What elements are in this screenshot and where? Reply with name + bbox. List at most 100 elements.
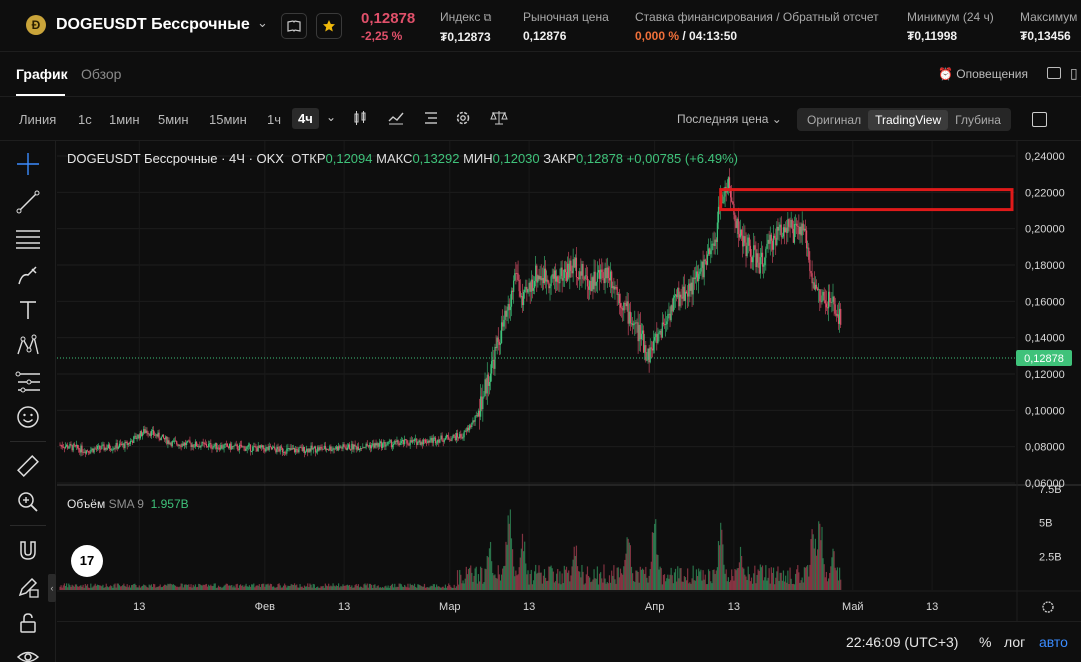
candle-body [416,438,418,446]
alerts-button[interactable]: ⏰ Оповещения [938,67,1028,81]
candle-type-icon[interactable] [352,110,368,129]
text-icon[interactable] [14,296,42,324]
volume-bar [91,587,93,590]
candle-body [492,359,494,362]
horizontal-lines-icon[interactable] [14,224,42,252]
candle-body [766,243,768,249]
scales-icon[interactable] [490,110,508,129]
timeframe-1m[interactable]: 1мин [109,112,140,127]
volume-bar [342,584,344,590]
volume-bar [157,586,159,590]
volume-bar [243,586,245,590]
timeframe-4h[interactable]: 4ч [292,108,319,129]
emoji-icon[interactable] [14,403,42,431]
chevron-down-icon[interactable]: ⌄ [257,15,268,30]
tradingview-logo-icon[interactable]: 17 [71,545,103,577]
volume-bar [562,583,564,590]
percent-scale-toggle[interactable]: % [979,634,992,650]
volume-bar [253,583,255,590]
clock-time[interactable]: 22:46:09 (UTC+3) [846,634,959,650]
volume-bar [527,570,529,590]
chart-area[interactable]: 0,24000 0,22000 0,20000 0,18000 0,16000 0,140… [57,141,1081,621]
ruler-icon[interactable] [14,452,42,480]
funding-rate-label[interactable]: Ставка финансирования / Обратный отсчет [635,10,879,24]
lock-icon[interactable] [14,609,42,637]
zoom-in-icon[interactable] [14,488,42,516]
volume-bar [101,586,103,590]
gear-icon[interactable] [455,110,471,129]
timeframe-5m[interactable]: 5мин [158,112,189,127]
candle-body [467,427,470,431]
layout-grid-icon[interactable]: ▯ [1070,65,1078,81]
pattern-icon[interactable] [14,332,42,360]
candle-body [184,442,187,445]
collapse-sidebar-icon[interactable]: ‹ [48,574,56,602]
volume-bar [383,587,385,590]
view-depth[interactable]: Глубина [955,112,1001,127]
favorite-star-icon[interactable] [316,13,342,39]
book-icon[interactable] [281,13,307,39]
volume-bar [538,565,540,590]
fibonacci-icon[interactable] [14,368,42,396]
magnet-icon[interactable] [14,537,42,565]
volume-bar [96,584,99,590]
candle-body [322,448,324,450]
price-chart[interactable]: 0,240000,220000,200000,180000,160000,140… [57,141,1081,621]
view-original[interactable]: Оригинал [807,112,862,127]
candle-body [111,449,113,451]
candle-body [704,259,706,262]
volume-bar [661,584,663,590]
candle-body [405,439,407,441]
volume-bar [721,529,723,590]
external-link-icon[interactable]: ⧉ [483,12,492,24]
timeframe-1h[interactable]: 1ч [267,112,282,127]
volume-bar [171,584,173,590]
candle-body [489,373,492,382]
candle-body [497,337,499,342]
timeframe-1s[interactable]: 1с [78,112,92,127]
volume-bar [269,583,271,590]
volume-bar [320,586,322,590]
tab-chart[interactable]: График [16,66,68,82]
timeframe-15m[interactable]: 15мин [209,112,247,127]
timeframe-line[interactable]: Линия [19,112,57,127]
window-layout-icon[interactable] [1047,67,1061,79]
candle-body [778,227,780,231]
candle-body [115,442,117,449]
volume-bar [284,583,286,590]
candle-body [296,449,298,451]
candle-body [173,440,176,442]
fullscreen-icon[interactable] [1032,112,1047,127]
volume-bar [380,587,383,590]
log-scale-toggle[interactable]: лог [1004,634,1026,650]
volume-bar [130,585,133,590]
volume-bar [524,541,526,590]
eye-icon[interactable] [14,643,42,662]
volume-bar [182,587,184,590]
highlight-rectangle[interactable] [719,188,1014,212]
candle-body [170,442,172,447]
volume-bar [596,566,598,590]
volume-bar [787,570,789,590]
volume-bar [337,583,340,590]
trend-line-icon[interactable] [14,188,42,216]
candle-body [424,439,427,443]
volume-bar [484,568,486,590]
volume-bar [472,581,474,590]
brush-icon[interactable] [14,261,42,289]
crosshair-icon[interactable] [14,150,42,178]
candle-body [360,448,362,450]
list-settings-icon[interactable] [423,110,439,129]
candle-body [209,443,211,445]
timeframe-chevron-icon[interactable]: ⌄ [326,110,337,124]
axis-settings-icon[interactable] [1042,601,1054,613]
price-type-select[interactable]: Последняя цена ⌄ [677,112,782,126]
view-tradingview[interactable]: TradingView [868,109,949,130]
indicators-icon[interactable] [388,110,404,129]
alerts-label: Оповещения [956,67,1028,81]
tab-overview[interactable]: Обзор [81,66,122,82]
volume-bar [453,584,455,590]
auto-scale-toggle[interactable]: авто [1039,634,1068,650]
lock-drawing-icon[interactable] [14,573,42,601]
pair-title[interactable]: DOGEUSDT Бессрочные [56,16,250,33]
